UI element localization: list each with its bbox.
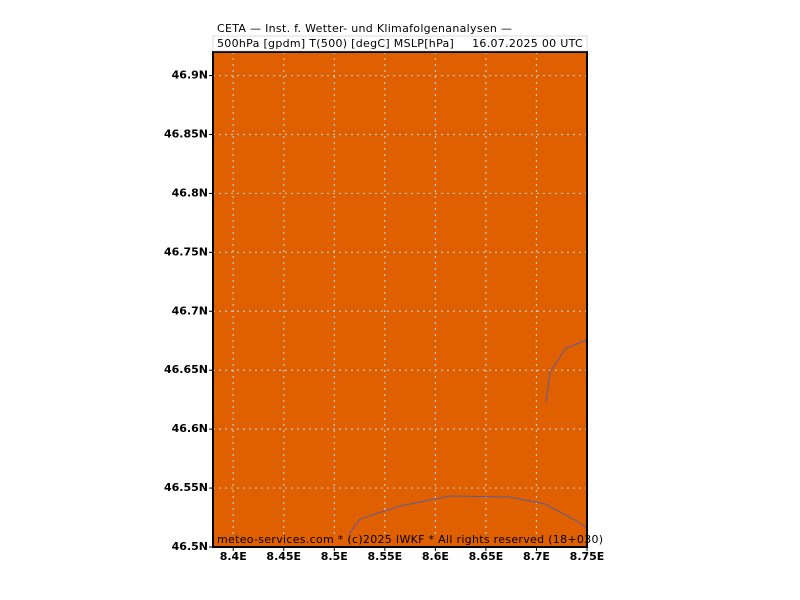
y-tick-label: 46.6N (172, 422, 208, 435)
y-tick-label: 46.85N (164, 128, 208, 141)
map-area (213, 52, 587, 547)
y-tick-label: 46.9N (172, 69, 208, 82)
x-tick-label: 8.65E (469, 550, 504, 563)
coastline (545, 339, 588, 403)
y-tick-label: 46.7N (172, 304, 208, 317)
coastline (339, 495, 588, 548)
x-tick-label: 8.4E (220, 550, 247, 563)
header-fields: 500hPa [gpdm] T(500) [degC] MSLP[hPa] (217, 37, 454, 50)
footer-box (214, 534, 586, 546)
x-tick-label: 8.5E (321, 550, 348, 563)
x-tick-label: 8.45E (266, 550, 301, 563)
x-tick-label: 8.6E (422, 550, 449, 563)
x-tick-label: 8.55E (368, 550, 403, 563)
x-tick-label: 8.7E (523, 550, 550, 563)
header-box (212, 35, 588, 52)
y-tick-label: 46.65N (164, 363, 208, 376)
y-tick-label: 46.8N (172, 186, 208, 199)
x-tick-label: 8.75E (570, 550, 605, 563)
y-tick-label: 46.55N (164, 481, 208, 494)
map-frame (212, 51, 588, 548)
header-date: 16.07.2025 00 UTC (472, 37, 583, 50)
y-tick-label: 46.5N (172, 540, 208, 553)
header-title: CETA — Inst. f. Wetter- und Klimafolgena… (217, 22, 512, 35)
y-tick-label: 46.75N (164, 245, 208, 258)
footer: meteo-services.com * (c)2025 IWKF * All … (217, 533, 603, 546)
